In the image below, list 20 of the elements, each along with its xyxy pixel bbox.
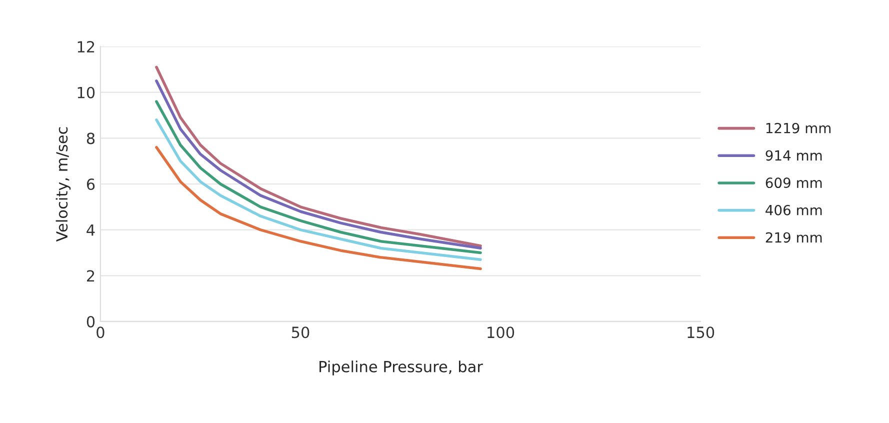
y-tick-label: 4 <box>86 224 95 236</box>
x-tick-label: 0 <box>96 326 104 338</box>
legend-label: 609 mm <box>766 178 822 188</box>
y-tick-label: 0 <box>86 316 95 328</box>
x-axis-title: Pipeline Pressure, bar <box>320 360 483 376</box>
line-series <box>155 118 482 262</box>
x-tick-label: 150 <box>688 326 714 338</box>
legend-label: 219 mm <box>766 232 822 243</box>
legend-label: 1219 mm <box>766 122 831 134</box>
y-tick-label: 10 <box>78 86 95 98</box>
y-axis-title: Velocity, m/sec <box>56 127 71 242</box>
y-tick-label: 2 <box>86 270 94 282</box>
y-tick-label: 12 <box>78 40 94 52</box>
x-tick-label: 100 <box>488 326 514 338</box>
y-tick-label: 8 <box>86 132 95 144</box>
legend-label: 406 mm <box>766 204 822 216</box>
line-series <box>155 146 482 270</box>
x-tick-label: 50 <box>292 326 310 338</box>
y-tick-label: 6 <box>86 178 95 190</box>
legend-label: 914 mm <box>766 150 822 161</box>
